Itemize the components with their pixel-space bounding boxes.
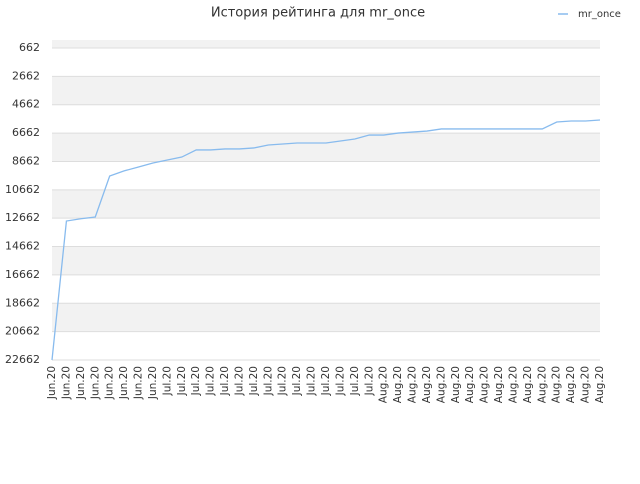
x-tick-label: Jul.20	[176, 366, 188, 396]
x-tick-label: Jul.20	[248, 366, 260, 396]
x-tick-label: Aug.20	[493, 366, 505, 403]
x-tick-label: Jul.20	[320, 366, 332, 396]
x-tick-label: Jun.20	[133, 366, 145, 400]
y-tick-label: 8662	[12, 154, 40, 167]
x-tick-label: Aug.20	[594, 366, 606, 403]
x-tick-label: Jun.20	[75, 366, 87, 400]
y-tick-label: 16662	[5, 268, 40, 281]
x-tick-label: Aug.20	[421, 366, 433, 403]
x-tick-label: Jun.20	[89, 366, 101, 400]
x-tick-label: Jul.20	[349, 366, 361, 396]
x-tick-label: Jul.20	[306, 366, 318, 396]
y-tick-label: 14662	[5, 240, 40, 253]
x-tick-label: Aug.20	[551, 366, 563, 403]
x-tick-label: Jun.20	[147, 366, 159, 400]
y-tick-label: 2662	[12, 69, 40, 82]
band	[52, 218, 600, 247]
y-tick-label: 662	[19, 41, 40, 54]
x-tick-label: Jun.20	[104, 366, 116, 400]
x-tick-label: Aug.20	[479, 366, 491, 403]
y-tick-label: 4662	[12, 98, 40, 111]
x-tick-label: Jul.20	[219, 366, 231, 396]
x-tick-label: Aug.20	[435, 366, 447, 403]
line	[51, 119, 601, 361]
x-tick-label: Jul.20	[291, 366, 303, 396]
x-tick-label: Jul.20	[262, 366, 274, 396]
chart-title: История рейтинга для mr_once	[211, 6, 425, 21]
y-tick-label: 18662	[5, 296, 40, 309]
x-tick-label: Aug.20	[464, 366, 476, 403]
y-tick-label: 10662	[5, 183, 40, 196]
x-tick-label: Jul.20	[161, 366, 173, 396]
x-tick-label: Aug.20	[580, 366, 592, 403]
y-tick-label: 12662	[5, 211, 40, 224]
band	[52, 48, 600, 77]
band	[52, 331, 600, 360]
x-tick-label: Jun.20	[118, 366, 130, 400]
y-tick-label: 22662	[5, 353, 40, 366]
x-tick-label: Jun.20	[46, 366, 58, 400]
x-tick-label: Aug.20	[522, 366, 534, 403]
x-tick-label: Jun.20	[60, 366, 72, 400]
x-tick-label: Aug.20	[378, 366, 390, 403]
x-tick-label: Jul.20	[277, 366, 289, 396]
band	[52, 274, 600, 304]
x-tick-label: Jul.20	[190, 366, 202, 396]
x-tick-label: Aug.20	[407, 366, 419, 403]
legend-label: mr_once	[578, 9, 621, 20]
x-tick-label: Aug.20	[565, 366, 577, 403]
plot-area	[52, 40, 600, 360]
x-tick-label: Aug.20	[392, 366, 404, 403]
x-tick-label: Jul.20	[205, 366, 217, 396]
x-tick-label: Aug.20	[536, 366, 548, 403]
x-tick-label: Aug.20	[507, 366, 519, 403]
band	[52, 161, 600, 190]
x-tick-label: Jul.20	[233, 366, 245, 396]
y-tick-label: 6662	[12, 126, 40, 139]
x-tick-label: Jul.20	[334, 366, 346, 396]
x-tick-label: Jul.20	[363, 366, 375, 396]
y-tick-label: 20662	[5, 325, 40, 338]
x-tick-label: Aug.20	[450, 366, 462, 403]
